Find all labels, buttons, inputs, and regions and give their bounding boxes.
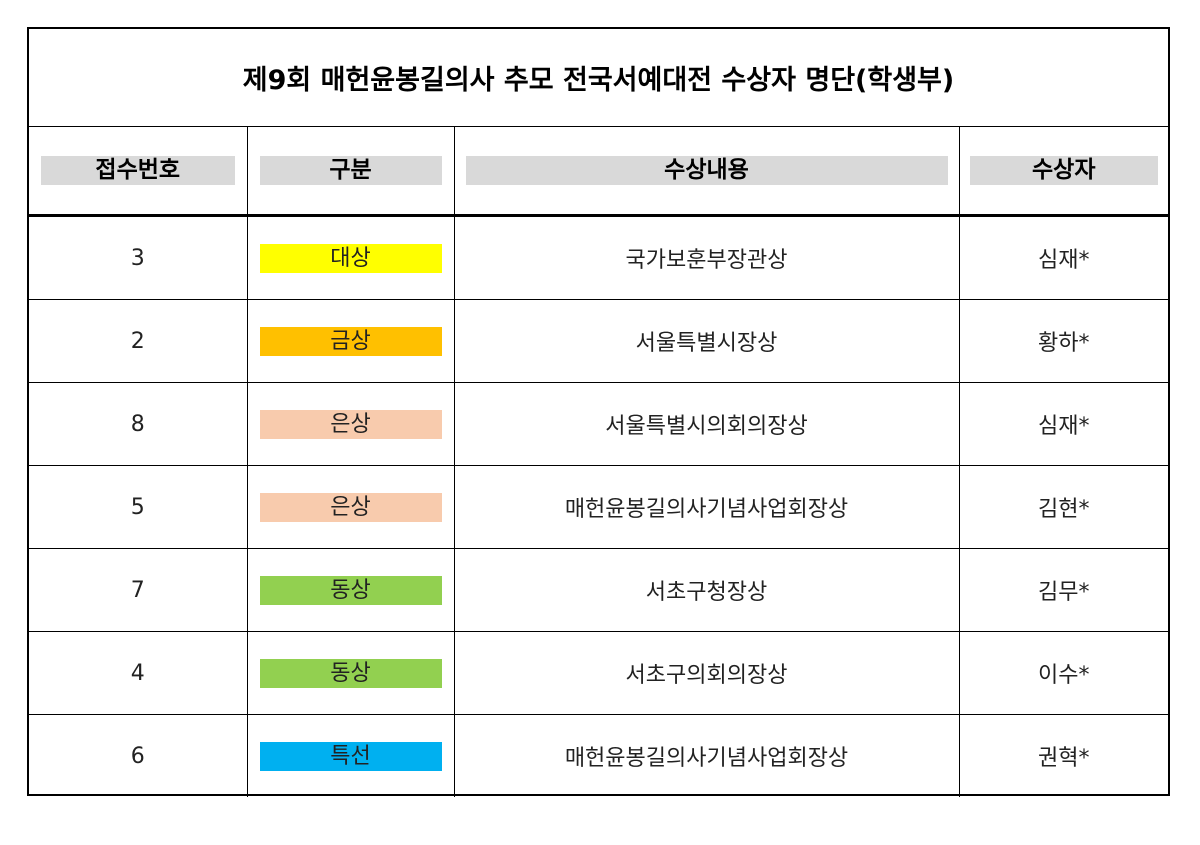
- winner-name: 이수*: [959, 631, 1168, 715]
- entry-number: 2: [29, 299, 248, 383]
- award-name: 매헌윤봉길의사기념사업회장상: [454, 714, 960, 797]
- award-name: 국가보훈부장관상: [454, 215, 960, 300]
- entry-number: 7: [29, 548, 248, 632]
- category-cell: 동상: [247, 631, 455, 715]
- winner-name: 김현*: [959, 465, 1168, 549]
- award-name: 서초구청장상: [454, 548, 960, 632]
- entry-number: 5: [29, 465, 248, 549]
- category-cell: 금상: [247, 299, 455, 383]
- category-label: 은상: [259, 409, 442, 439]
- entry-number: 6: [29, 714, 248, 797]
- category-label: 금상: [259, 326, 442, 356]
- winner-name: 황하*: [959, 299, 1168, 383]
- category-cell: 은상: [247, 382, 455, 466]
- header-cell: 접수번호: [29, 127, 248, 217]
- data-row: 6 특선 매헌윤봉길의사기념사업회장상 권혁*: [29, 714, 1168, 797]
- header-cell: 구분: [247, 127, 455, 217]
- award-name: 서초구의회의장상: [454, 631, 960, 715]
- award-name: 서울특별시의회의장상: [454, 382, 960, 466]
- category-cell: 동상: [247, 548, 455, 632]
- winner-name: 김무*: [959, 548, 1168, 632]
- category-cell: 은상: [247, 465, 455, 549]
- category-label: 대상: [259, 243, 442, 273]
- header-cell: 수상자: [959, 127, 1168, 217]
- data-row: 2 금상 서울특별시장상 황하*: [29, 299, 1168, 383]
- data-row: 5 은상 매헌윤봉길의사기념사업회장상 김현*: [29, 465, 1168, 549]
- winner-name: 심재*: [959, 215, 1168, 300]
- category-label: 동상: [259, 658, 442, 688]
- data-row: 3 대상 국가보훈부장관상 심재*: [29, 215, 1168, 300]
- data-row: 4 동상 서초구의회의장상 이수*: [29, 631, 1168, 715]
- header-label: 접수번호: [40, 156, 235, 185]
- category-cell: 특선: [247, 714, 455, 797]
- entry-number: 4: [29, 631, 248, 715]
- header-cell: 수상내용: [454, 127, 960, 217]
- category-label: 동상: [259, 575, 442, 605]
- header-label: 구분: [259, 156, 442, 185]
- award-name: 서울특별시장상: [454, 299, 960, 383]
- winner-name: 심재*: [959, 382, 1168, 466]
- category-label: 특선: [259, 741, 442, 771]
- data-row: 7 동상 서초구청장상 김무*: [29, 548, 1168, 632]
- winner-name: 권혁*: [1038, 746, 1090, 771]
- data-row: 8 은상 서울특별시의회의장상 심재*: [29, 382, 1168, 466]
- entry-number: 3: [29, 215, 248, 300]
- award-table: 접수번호 구분 수상내용 수상자 3 대상 국가보훈부장관상 심재* 2 금상 서울특별시장상 황하*…: [29, 127, 1168, 797]
- category-cell: 대상: [247, 215, 455, 300]
- sheet-title: 제9회 매헌윤봉길의사 추모 전국서예대전 수상자 명단(학생부): [29, 29, 1168, 127]
- award-sheet: 제9회 매헌윤봉길의사 추모 전국서예대전 수상자 명단(학생부) 접수번호 구분…: [27, 27, 1170, 797]
- header-label: 수상자: [969, 156, 1158, 185]
- category-label: 은상: [259, 492, 442, 522]
- entry-number: 8: [29, 382, 248, 466]
- header-label: 수상내용: [465, 156, 948, 185]
- award-name: 매헌윤봉길의사기념사업회장상: [454, 465, 960, 549]
- header-row: 접수번호 구분 수상내용 수상자: [29, 127, 1168, 217]
